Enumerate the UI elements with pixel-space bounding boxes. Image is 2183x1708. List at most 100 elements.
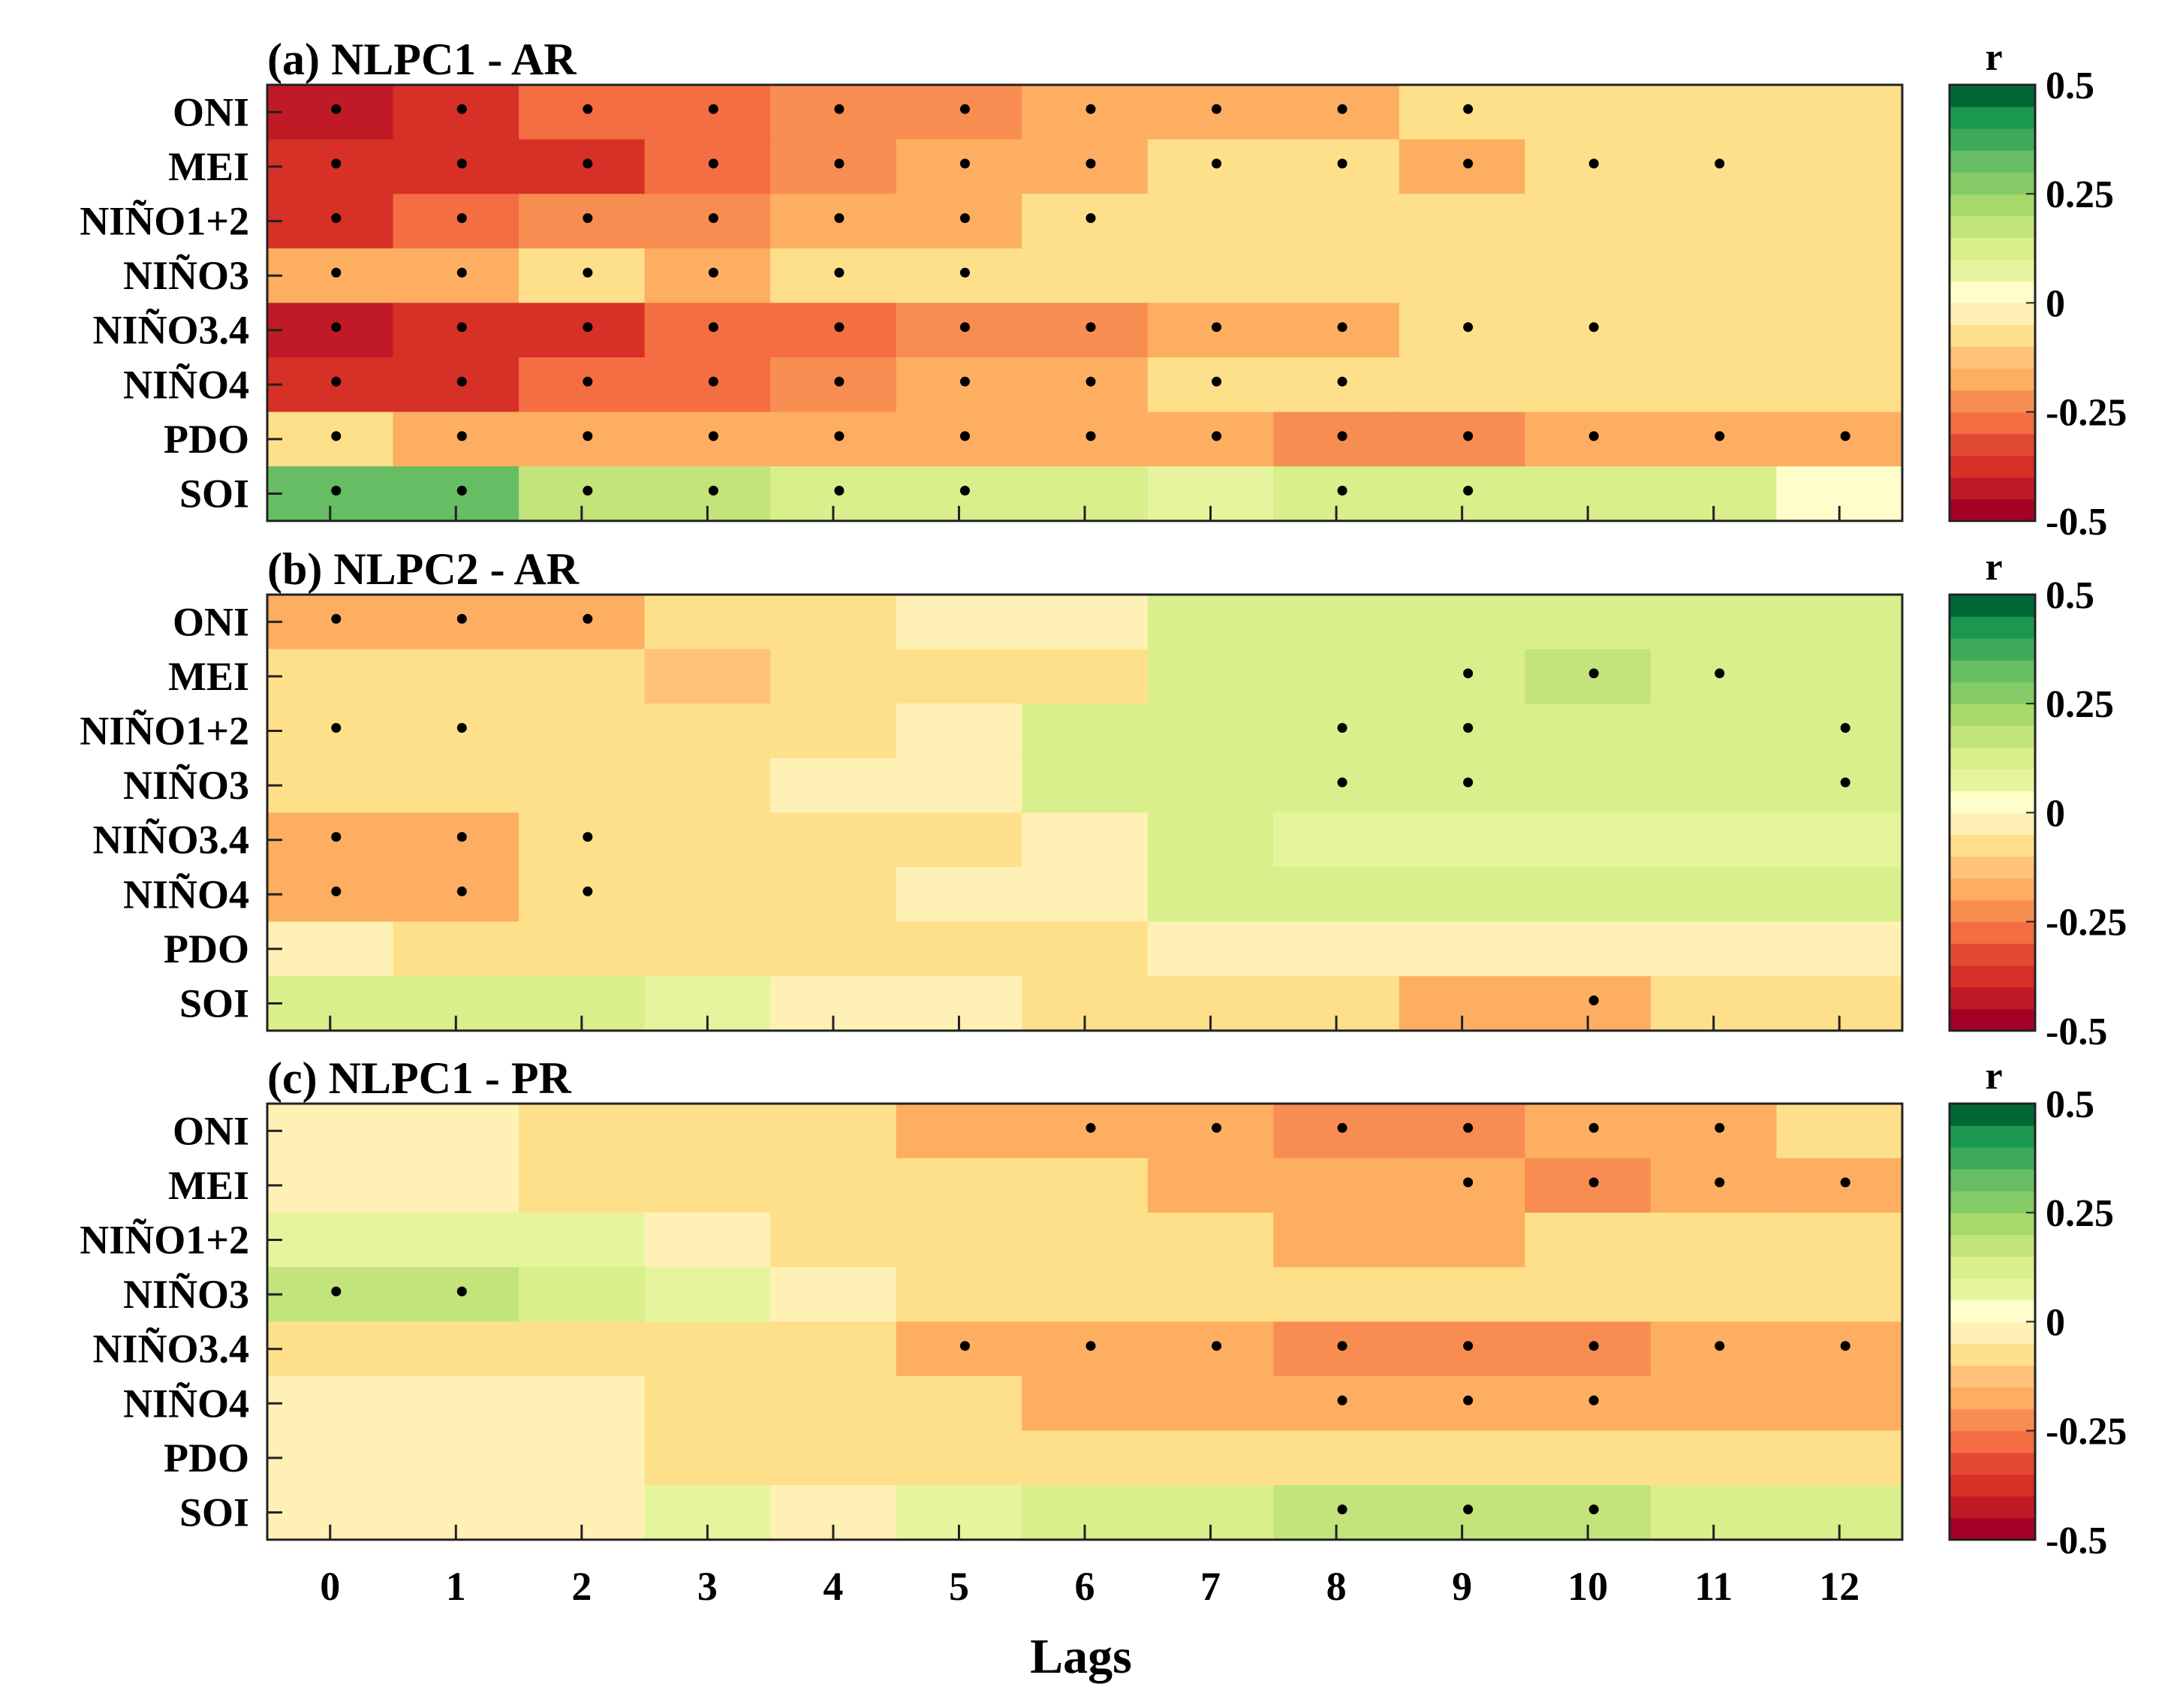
colorbar-swatch — [1950, 107, 2035, 129]
heatmap-cell — [1399, 248, 1525, 303]
heatmap-panel: (a) NLPC1 - AR ONI MEI NIÑO1+2 NIÑO3 NIÑO3.4 N… — [80, 35, 2127, 544]
heatmap-cell — [896, 411, 1022, 467]
heatmap-cell — [519, 1212, 646, 1268]
heatmap-cell — [1650, 1321, 1778, 1377]
y-tick-label: NIÑO3 — [123, 1272, 249, 1317]
colorbar-label: r — [1985, 36, 2002, 79]
heatmap-cell — [1273, 649, 1400, 704]
colorbar-swatch — [1950, 1408, 2035, 1432]
colorbar-swatch — [1950, 1300, 2035, 1322]
significance-dot — [583, 322, 593, 333]
heatmap-cell — [1273, 85, 1400, 140]
panel-title: (a) NLPC1 - AR — [267, 35, 577, 84]
heatmap-cell — [644, 248, 771, 303]
y-tick-label: NIÑO3.4 — [92, 1327, 249, 1372]
heatmap-cell — [393, 194, 519, 249]
heatmap-cell — [1776, 1212, 1903, 1268]
significance-dot — [456, 213, 467, 223]
heatmap-cell — [267, 85, 394, 140]
heatmap-cell — [1022, 303, 1149, 358]
colorbar-swatch — [1950, 324, 2035, 348]
heatmap-cell — [1147, 1430, 1274, 1486]
colorbar-swatch — [1950, 477, 2035, 500]
colorbar-tick-label: 0 — [2046, 1301, 2065, 1344]
colorbar-tick-label: 0.5 — [2046, 65, 2094, 107]
heatmap-cell — [1776, 357, 1903, 413]
colorbar-swatch — [1950, 281, 2035, 303]
heatmap-cell — [1147, 921, 1274, 977]
heatmap-cell — [1525, 921, 1652, 977]
heatmap-cell — [896, 649, 1022, 704]
heatmap-cell — [1776, 303, 1903, 358]
significance-dot — [456, 376, 467, 387]
significance-dot — [1337, 777, 1347, 788]
significance-dot — [1337, 104, 1347, 114]
x-tick-label: 9 — [1452, 1564, 1472, 1609]
panel-title: (b) NLPC2 - AR — [267, 544, 580, 594]
colorbar-tick-label: -0.5 — [2046, 1011, 2107, 1053]
heatmap-cell — [1399, 85, 1525, 140]
significance-dot — [583, 431, 593, 441]
heatmap-cell — [1525, 1158, 1652, 1213]
heatmap-cell — [1399, 867, 1525, 923]
heatmap-cell — [1776, 85, 1903, 140]
heatmap-cell — [519, 758, 646, 813]
heatmap-cell — [1525, 194, 1652, 249]
heatmap-cell — [1525, 139, 1652, 194]
significance-dot — [708, 213, 718, 223]
heatmap-cell — [1399, 1158, 1525, 1213]
colorbar-swatch — [1950, 878, 2035, 901]
colorbar-swatch — [1950, 1104, 2035, 1126]
heatmap-cell — [1776, 867, 1903, 923]
heatmap-cell — [1022, 1212, 1149, 1268]
significance-dot — [1463, 486, 1474, 496]
colorbar-swatch — [1950, 1278, 2035, 1300]
colorbar-swatch — [1950, 638, 2035, 661]
colorbar: r 0.5 0.25 0 -0.25 -0.5 — [1948, 1055, 2127, 1562]
heatmap-cell — [770, 1430, 897, 1486]
heatmap-cell — [519, 1430, 646, 1486]
heatmap-cell — [770, 867, 897, 923]
significance-dot — [583, 267, 593, 278]
significance-dot — [1588, 1177, 1599, 1188]
colorbar-swatch — [1950, 194, 2035, 216]
significance-dot — [456, 104, 467, 114]
heatmap-cell — [1525, 357, 1652, 413]
heatmap-cell — [519, 194, 646, 249]
heatmap-cell — [896, 1212, 1022, 1268]
significance-dot — [1337, 376, 1347, 387]
significance-dot — [1463, 1177, 1474, 1188]
heatmap-cell — [1776, 1376, 1903, 1432]
heatmap-cell — [393, 411, 519, 467]
heatmap-cell — [1022, 595, 1149, 650]
heatmap-cell — [896, 867, 1022, 923]
heatmap-cell — [1273, 812, 1400, 868]
heatmap-cell — [896, 357, 1022, 413]
significance-dot — [834, 486, 845, 496]
heatmap-cell — [896, 248, 1022, 303]
colorbar-swatch — [1950, 259, 2035, 282]
heatmap-cell — [896, 1376, 1022, 1432]
heatmap-cell — [267, 1321, 394, 1377]
colorbar-swatch — [1950, 921, 2035, 944]
significance-dot — [331, 431, 342, 441]
x-tick-label: 10 — [1567, 1564, 1608, 1609]
heatmap-cell — [393, 1321, 519, 1377]
significance-dot — [331, 486, 342, 496]
heatmap-cell — [267, 921, 394, 977]
significance-dot — [331, 322, 342, 333]
significance-dot — [1337, 431, 1347, 441]
heatmap-cell — [393, 921, 519, 977]
heatmap-cell — [770, 139, 897, 194]
heatmap-cell — [1776, 1321, 1903, 1377]
heatmap-cell — [267, 139, 394, 194]
significance-dot — [456, 886, 467, 896]
heatmap-cell — [1399, 194, 1525, 249]
significance-dot — [1337, 1122, 1347, 1133]
heatmap-cell — [1776, 248, 1903, 303]
significance-dot — [1337, 1395, 1347, 1405]
heatmap-cell — [519, 1158, 646, 1213]
heatmap-cell — [393, 1267, 519, 1322]
significance-dot — [708, 267, 718, 278]
significance-dot — [834, 376, 845, 387]
